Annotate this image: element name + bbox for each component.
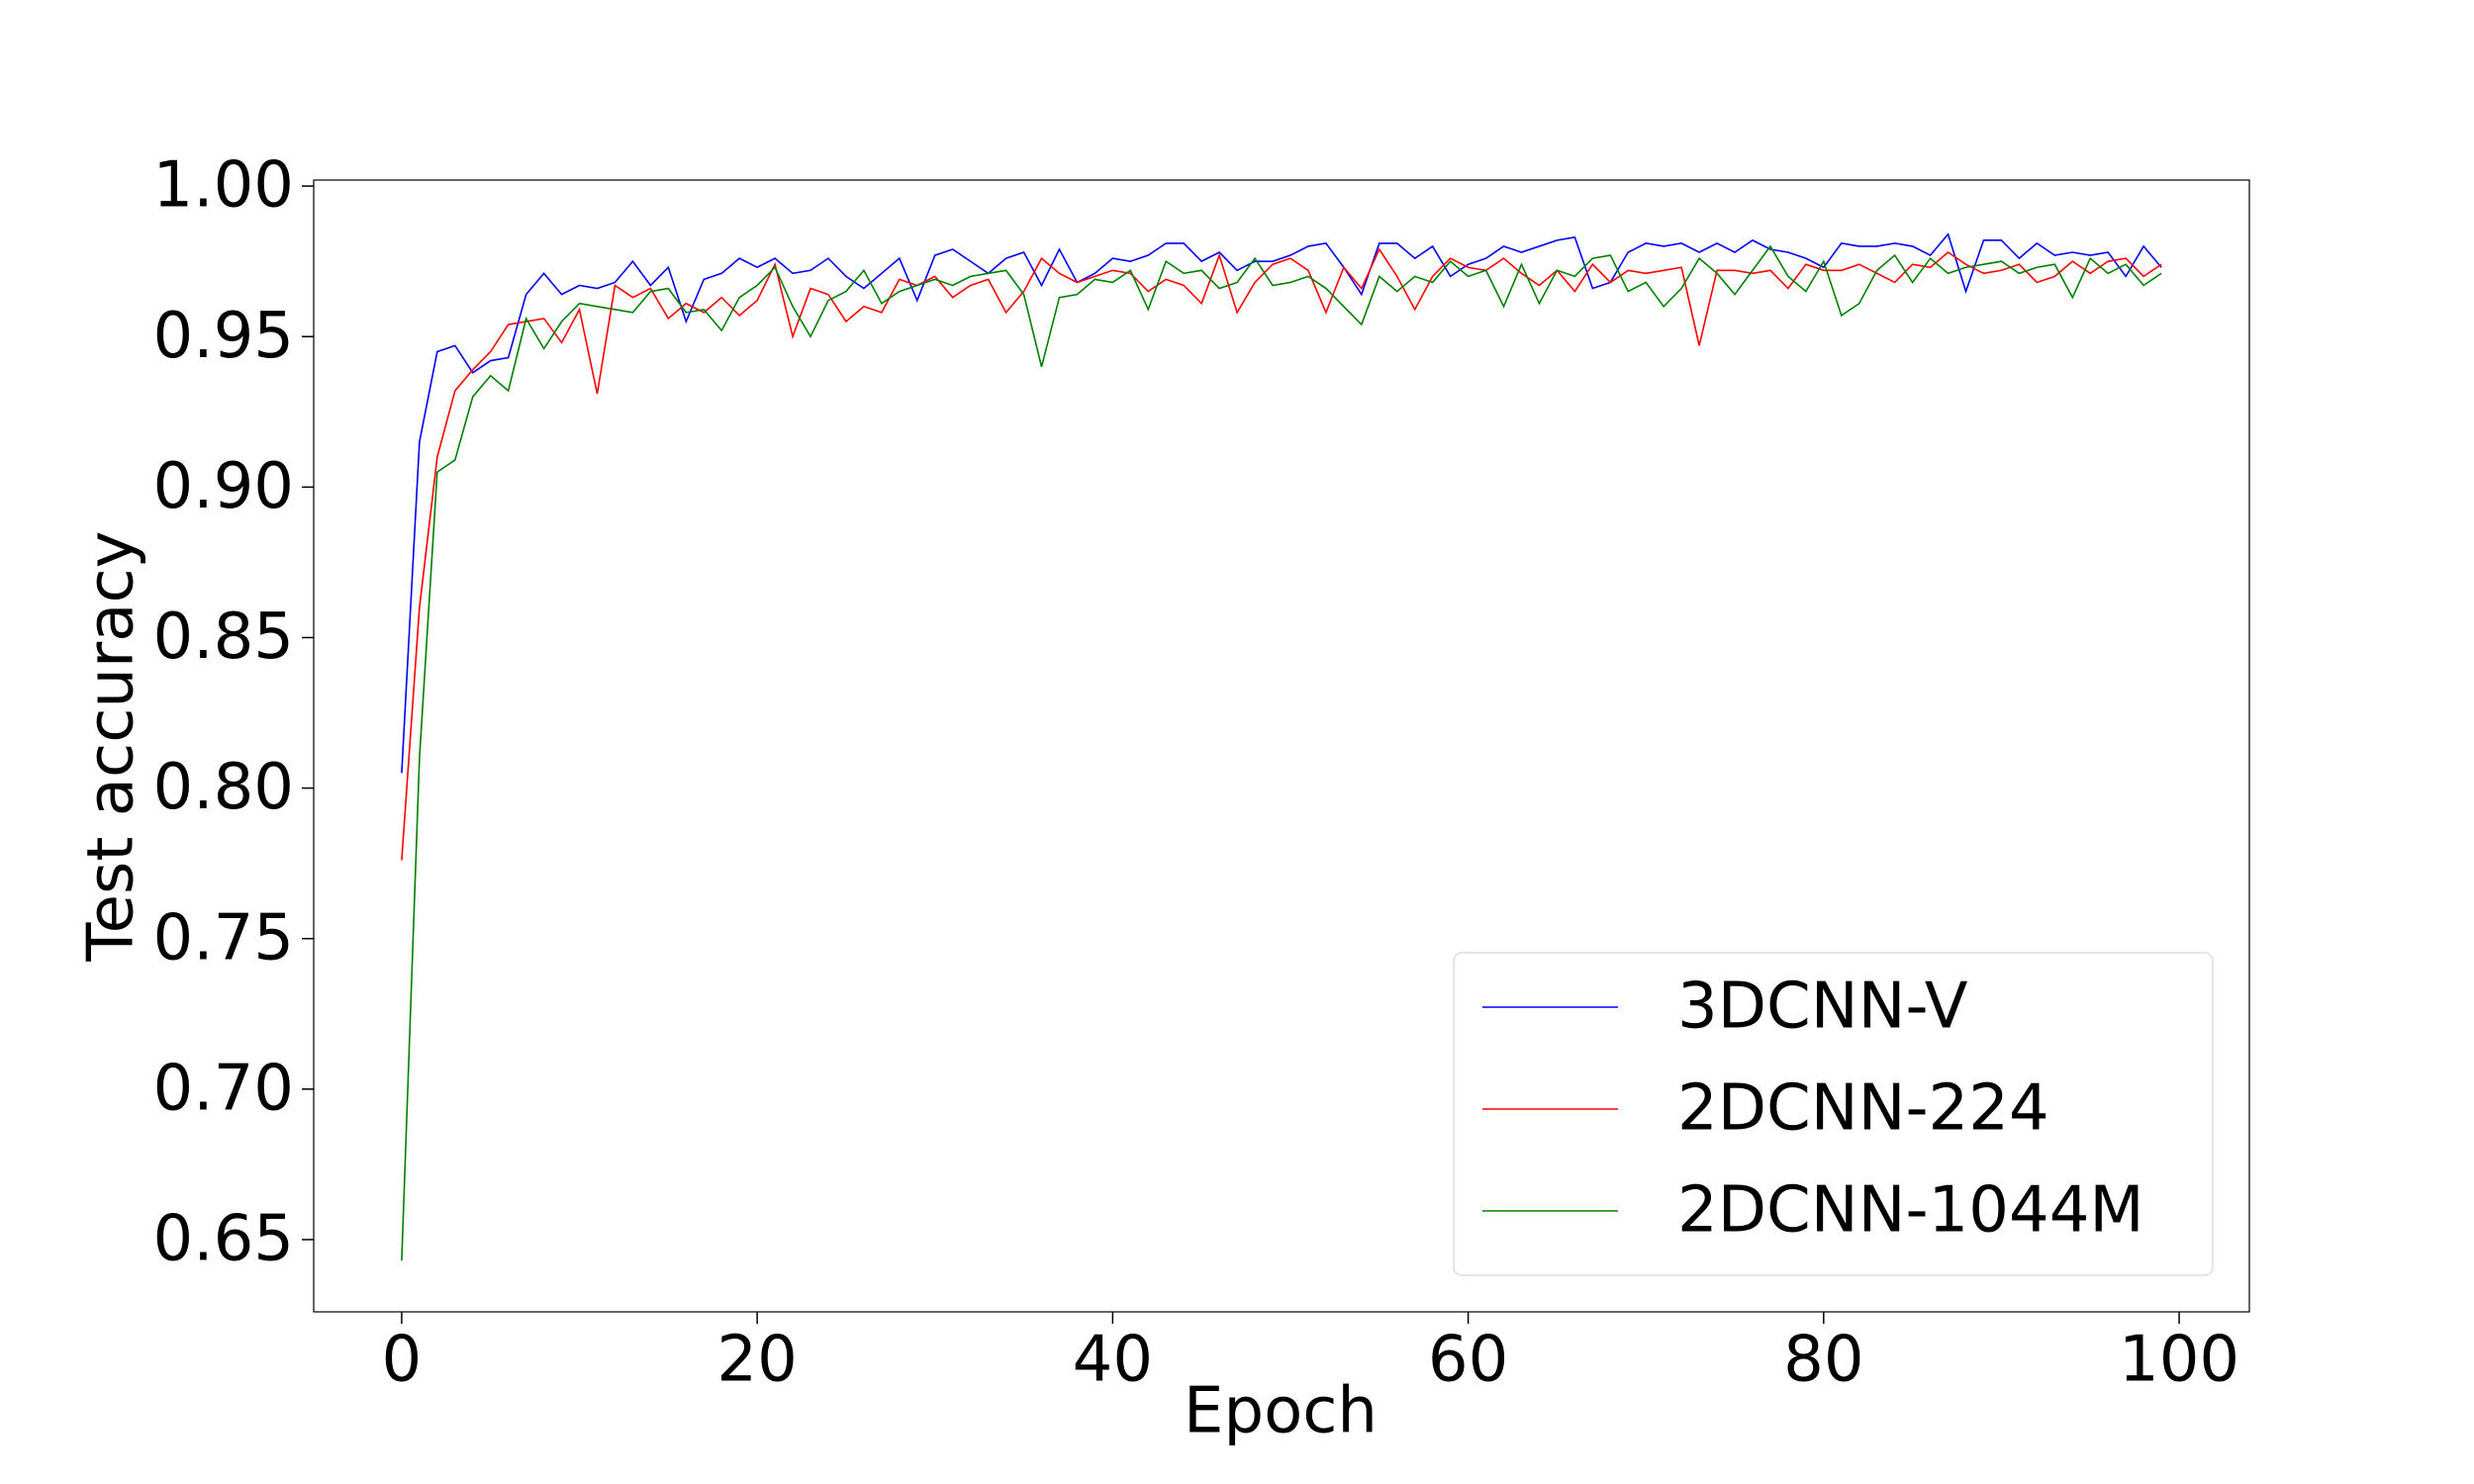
x-axis-label: Epoch: [1184, 1375, 1378, 1448]
x-tick-label: 80: [1783, 1324, 1863, 1397]
x-tick-label: 100: [2119, 1324, 2239, 1397]
legend-label: 3DCNN-V: [1677, 971, 1968, 1044]
y-tick-label: 0.95: [153, 300, 295, 373]
plot-frame: [313, 179, 2250, 1313]
legend-box: [1453, 952, 2214, 1276]
legend-label: 2DCNN-1044M: [1677, 1174, 2144, 1248]
y-tick-label: 0.85: [153, 601, 295, 674]
y-tick-label: 0.75: [153, 901, 295, 974]
legend-label: 2DCNN-224: [1677, 1072, 2049, 1146]
series-line: [401, 244, 2162, 1261]
y-tick-label: 0.70: [153, 1052, 295, 1125]
x-tick-label: 40: [1073, 1324, 1153, 1397]
y-tick-label: 0.90: [153, 450, 295, 523]
series-line: [401, 232, 2162, 774]
y-tick-label: 0.65: [153, 1203, 295, 1276]
series-line: [401, 247, 2162, 861]
y-tick-label: 0.80: [153, 751, 295, 824]
x-tick-label: 20: [716, 1324, 797, 1397]
x-tick-label: 0: [382, 1324, 423, 1397]
y-tick-label: 1.00: [153, 149, 295, 223]
x-tick-label: 60: [1428, 1324, 1508, 1397]
y-axis-label: Test accuracy: [75, 530, 148, 962]
